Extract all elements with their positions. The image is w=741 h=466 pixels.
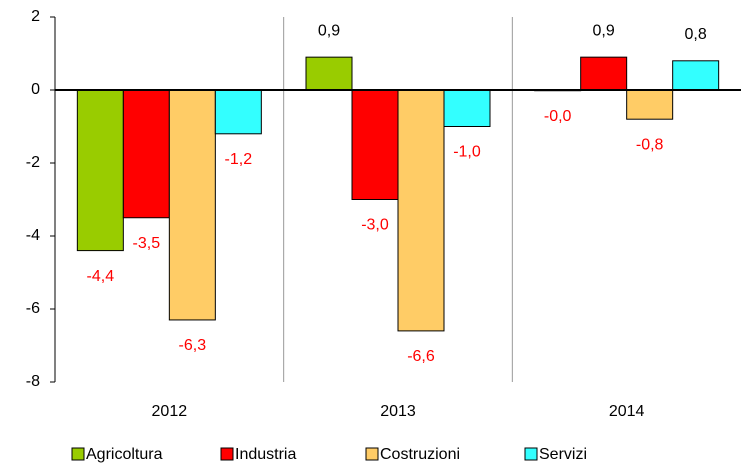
x-tick-label: 2014 [609,403,645,420]
bar [305,56,353,91]
y-tick-label: 0 [31,81,40,98]
data-label: -1,2 [225,151,253,168]
legend-label: Servizi [539,446,587,463]
bar [397,89,445,332]
legend-swatch [71,447,85,461]
y-tick-label: 2 [31,8,40,25]
bar [351,89,399,200]
legend-label: Industria [235,446,296,463]
y-tick-label: -2 [26,154,40,171]
legend-swatch [365,447,379,461]
data-label: -4,4 [87,268,115,285]
bar [443,89,491,127]
y-tick-label: -8 [26,373,40,390]
bar [672,60,720,91]
bar [76,89,124,252]
data-label: 0,8 [685,26,707,43]
data-label: -0,0 [544,108,572,125]
legend-swatch [524,447,538,461]
data-label: -6,3 [179,337,207,354]
x-tick-label: 2013 [380,403,416,420]
x-tick-label: 2012 [152,403,188,420]
data-label: -0,8 [636,136,664,153]
data-label: 0,9 [318,22,340,39]
data-label: -1,0 [453,144,481,161]
data-label: 0,9 [593,22,615,39]
bar [122,89,170,219]
bar [580,56,628,91]
y-tick-label: -4 [26,227,40,244]
y-tick-label: -6 [26,300,40,317]
bar [168,89,216,321]
data-label: -3,0 [361,217,389,234]
legend-swatch [220,447,234,461]
legend-label: Costruzioni [380,446,460,463]
bar [214,89,262,135]
legend-label: Agricoltura [86,446,163,463]
data-label: -6,6 [407,348,435,365]
data-label: -3,5 [133,235,161,252]
bar [626,89,674,120]
